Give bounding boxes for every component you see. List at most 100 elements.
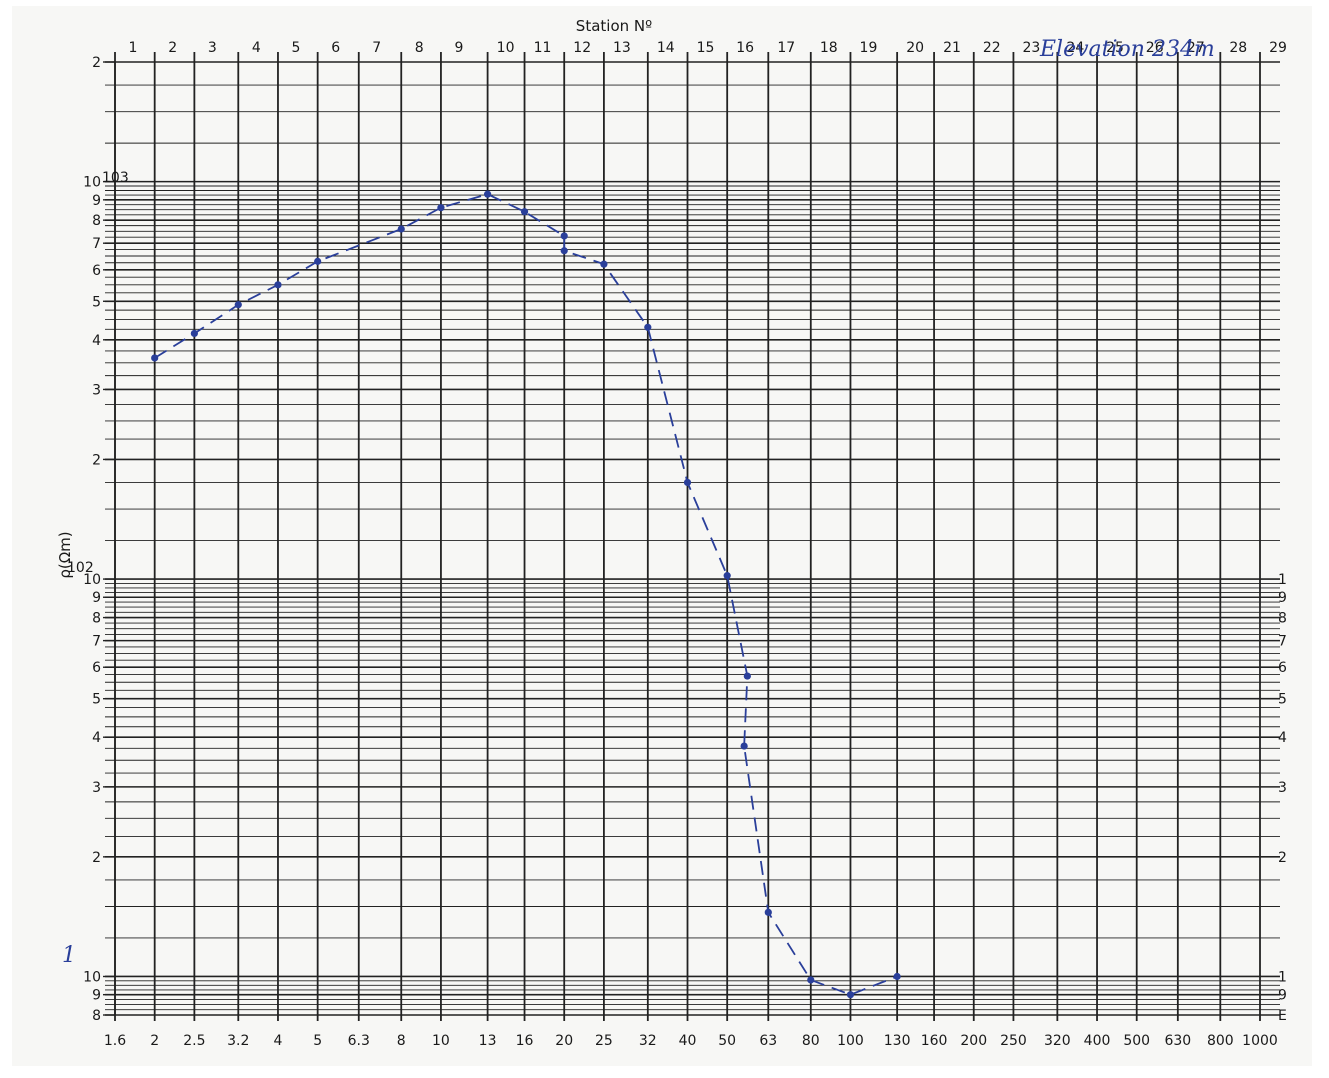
station-label: 23 xyxy=(1023,40,1041,56)
x-tick-label: 2.5 xyxy=(183,1033,205,1049)
x-tick-labels: 1.6 2 2.5 3.2 4 5 6.3 8 10 13 16 20 25 32 40 50 63 80 100 1… xyxy=(104,1033,1278,1049)
x-tick-label: 1.6 xyxy=(104,1033,126,1049)
y-tick-label: 6 xyxy=(92,660,101,676)
x-tick-label: 5 xyxy=(313,1033,322,1049)
series-layer xyxy=(151,190,901,999)
y-tick-label: 5 xyxy=(92,692,101,708)
x-tick-label: 320 xyxy=(1044,1033,1071,1049)
data-point xyxy=(893,972,901,981)
x-tick-label: 800 xyxy=(1207,1033,1234,1049)
handwritten-elevation-note: Elevation 234m xyxy=(1039,37,1215,62)
data-point xyxy=(314,257,322,265)
x-tick-label: 16 xyxy=(516,1033,534,1049)
x-tick-label: 130 xyxy=(884,1033,911,1049)
x-tick-label: 63 xyxy=(759,1033,777,1049)
data-point xyxy=(764,908,772,916)
x-tick-label: 80 xyxy=(802,1033,820,1049)
x-tick-label: 2 xyxy=(150,1033,159,1049)
y-tick-label-right: 8 xyxy=(1278,611,1287,627)
y-tick-label: 10 xyxy=(83,572,101,588)
x-tick-label: 160 xyxy=(921,1033,948,1049)
y-tick-label-right: 6 xyxy=(1278,660,1287,676)
x-tick-label: 20 xyxy=(555,1033,573,1049)
y-tick-label: 8 xyxy=(92,213,101,229)
station-label: 29 xyxy=(1269,40,1287,56)
x-tick-label: 10 xyxy=(432,1033,450,1049)
annotation-decade-1: 1 xyxy=(62,943,76,968)
y-tick-label-right: Ε xyxy=(1278,1008,1287,1024)
station-label: 2 xyxy=(168,40,177,56)
x-tick-label: 8 xyxy=(397,1033,406,1049)
station-number-row: 1 2 3 4 5 6 7 8 9 10 11 12 13 14 15 16 17 18 19 20 21 22 23 24 2… xyxy=(129,40,1287,56)
y-tick-label-right: 3 xyxy=(1278,780,1287,796)
data-point xyxy=(723,572,731,580)
log-log-grid xyxy=(105,52,1280,1021)
data-point xyxy=(397,225,405,233)
y-tick-label: 2 xyxy=(92,850,101,866)
x-tick-label: 4 xyxy=(274,1033,283,1049)
x-tick-label: 40 xyxy=(679,1033,697,1049)
y-tick-label-right: 9 xyxy=(1278,590,1287,606)
data-point xyxy=(484,190,492,198)
y-tick-label-right: 1 xyxy=(1278,969,1287,985)
station-label: 15 xyxy=(697,40,715,56)
station-label: 9 xyxy=(454,40,463,56)
station-label: 5 xyxy=(292,40,301,56)
station-label: 28 xyxy=(1229,40,1247,56)
station-label: 10 xyxy=(497,40,515,56)
x-tick-label: 3.2 xyxy=(227,1033,249,1049)
data-point xyxy=(846,991,855,999)
station-label: 17 xyxy=(777,40,795,56)
station-label: 25 xyxy=(1106,40,1124,56)
x-tick-label: 500 xyxy=(1123,1033,1150,1049)
x-tick-label: 630 xyxy=(1164,1033,1191,1049)
station-label: 20 xyxy=(906,40,924,56)
station-label: 19 xyxy=(860,40,878,56)
data-point xyxy=(520,208,529,216)
data-point xyxy=(740,742,748,750)
y-tick-label: 4 xyxy=(92,333,101,349)
station-label: 12 xyxy=(573,40,591,56)
y-tick-labels-left: 8 9 10 2 3 4 5 6 7 8 9 10 2 3 4 5 6 7 8 9 10 2 xyxy=(83,55,115,1024)
data-point xyxy=(807,976,815,984)
y-tick-label: 2 xyxy=(92,55,101,71)
data-point xyxy=(437,204,445,212)
y-tick-label-right: 2 xyxy=(1278,850,1287,866)
station-label: 21 xyxy=(943,40,961,56)
station-label: 7 xyxy=(372,40,381,56)
y-tick-labels-right: Ε 9 1 2 3 4 5 6 7 8 9 1 xyxy=(1278,572,1287,1024)
y-axis-label: ρ(Ωm) xyxy=(56,531,74,578)
data-point xyxy=(600,260,608,268)
x-tick-label: 100 xyxy=(837,1033,864,1049)
station-label: 4 xyxy=(252,40,261,56)
x-tick-label: 400 xyxy=(1084,1033,1111,1049)
x-tick-label: 13 xyxy=(479,1033,497,1049)
data-point xyxy=(743,672,751,680)
data-point xyxy=(234,301,242,309)
y-tick-label-right: 9 xyxy=(1278,988,1287,1004)
paper-background xyxy=(12,6,1312,1066)
x-tick-label: 25 xyxy=(595,1033,613,1049)
station-label: 8 xyxy=(415,40,424,56)
y-tick-label: 4 xyxy=(92,730,101,746)
data-point xyxy=(560,247,568,255)
y-tick-label: 5 xyxy=(92,294,101,310)
x-tick-label: 32 xyxy=(639,1033,657,1049)
y-tick-label: 2 xyxy=(92,452,101,468)
station-label: 18 xyxy=(820,40,838,56)
x-tick-label: 250 xyxy=(1000,1033,1027,1049)
y-tick-label: 8 xyxy=(92,611,101,627)
data-point xyxy=(560,232,568,240)
data-point xyxy=(190,329,198,338)
station-label: 3 xyxy=(208,40,217,56)
x-tick-label: 1000 xyxy=(1242,1033,1278,1049)
y-tick-label: 9 xyxy=(92,193,101,209)
station-label: 1 xyxy=(129,40,138,56)
x-tick-label: 50 xyxy=(718,1033,736,1049)
data-point xyxy=(683,478,692,487)
y-tick-label-right: 7 xyxy=(1278,634,1287,650)
station-label: 27 xyxy=(1187,40,1205,56)
y-tick-label: 8 xyxy=(92,1008,101,1024)
y-tick-label: 3 xyxy=(92,780,101,796)
